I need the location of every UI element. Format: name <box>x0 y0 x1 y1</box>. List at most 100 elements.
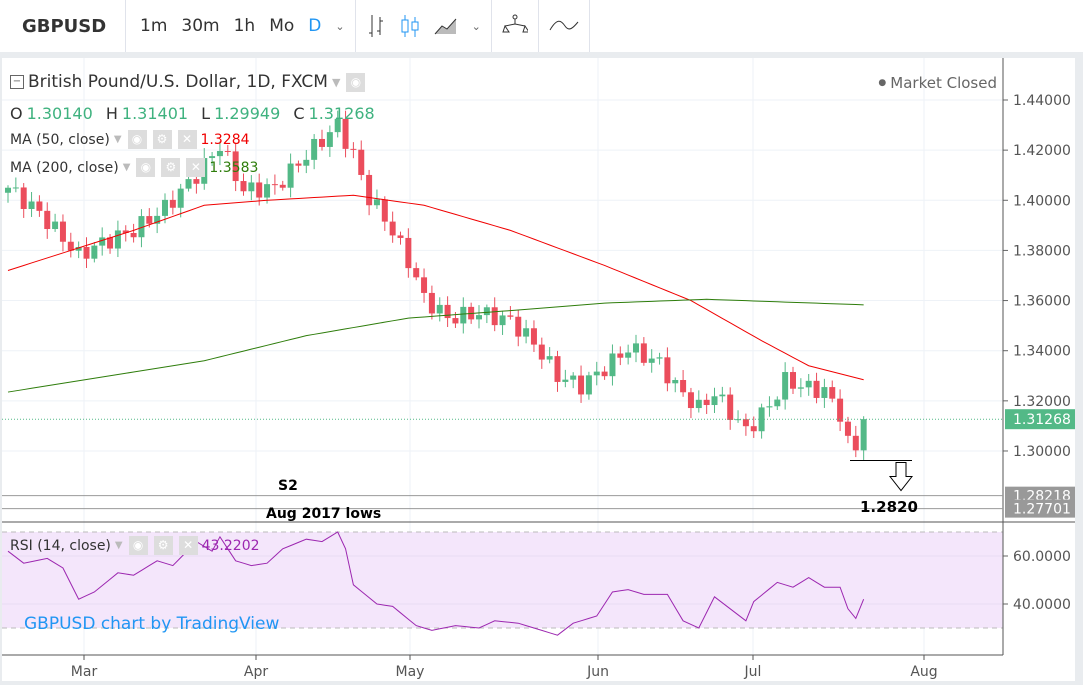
candle-down <box>256 182 263 198</box>
candle-up <box>860 419 867 451</box>
s2-label: S2 <box>278 478 298 494</box>
candle-down <box>428 292 435 314</box>
candle-up <box>326 132 333 147</box>
candle-down <box>578 375 585 395</box>
price-tick-label: 1.36000 <box>1013 294 1071 310</box>
chevron-down-icon[interactable]: ⌄ <box>335 19 345 33</box>
candle-up <box>821 387 828 398</box>
eye-icon[interactable]: ◉ <box>128 536 148 555</box>
interval-30m[interactable]: 30m <box>181 16 220 36</box>
candle-down <box>405 237 412 269</box>
time-tick-label: Aug <box>910 664 937 680</box>
symbol-button[interactable]: GBPUSD <box>22 15 107 37</box>
interval-month[interactable]: Mo <box>269 16 295 36</box>
chevron-down-icon[interactable]: ⌄ <box>471 19 481 33</box>
candle-down <box>319 138 325 147</box>
candle-up <box>162 199 168 216</box>
candle-up <box>562 379 569 382</box>
candle-up <box>797 387 804 389</box>
interval-1h[interactable]: 1h <box>233 16 256 36</box>
candle-down <box>530 328 537 345</box>
gear-icon[interactable]: ⚙ <box>152 130 172 149</box>
candle-up <box>248 182 255 192</box>
low-value: 1.29949 <box>214 104 281 123</box>
candle-up <box>523 328 530 337</box>
candle-up <box>28 201 35 209</box>
candle-down <box>444 304 451 319</box>
compare-section <box>539 0 590 52</box>
candle-up <box>138 216 145 238</box>
candle-up <box>436 304 443 314</box>
close-icon[interactable]: ✕ <box>186 158 206 177</box>
area-chart-icon[interactable] <box>434 16 458 36</box>
chevron-down-icon[interactable]: ▼ <box>113 134 122 145</box>
candle-up <box>633 343 639 353</box>
candle-down <box>687 392 694 409</box>
candle-down <box>358 149 365 175</box>
price-tick-label: 1.40000 <box>1013 193 1071 209</box>
chart-area[interactable]: 1.44000 1.42000 1.40000 1.38000 1.36000 1.340… <box>2 58 1077 681</box>
candle-down <box>421 277 428 293</box>
candle-up <box>656 357 663 359</box>
close-icon[interactable]: ✕ <box>177 130 197 149</box>
gear-icon[interactable]: ⚙ <box>161 158 181 177</box>
collapse-icon[interactable]: − <box>10 75 24 89</box>
open-label: O <box>10 104 23 123</box>
time-tick-label: Jun <box>586 664 609 680</box>
interval-day[interactable]: D <box>308 16 322 36</box>
rsi-tick-label: 60.0000 <box>1013 549 1071 565</box>
indicators-section <box>492 0 539 52</box>
series-legend: − British Pound/U.S. Dollar, 1D, FXCM ▼ … <box>10 72 366 92</box>
candle-down <box>366 174 373 206</box>
candle-down <box>837 398 844 422</box>
candle-up <box>648 358 655 363</box>
top-toolbar: GBPUSD 1m 30m 1h Mo D ⌄ ⌄ <box>0 0 1083 52</box>
candle-up <box>593 371 600 376</box>
ma200-legend: MA (200, close) ▼ ◉ ⚙ ✕ 1.3583 <box>10 158 258 177</box>
candle-up <box>114 230 121 249</box>
candle-down <box>640 343 647 363</box>
market-status: ● Market Closed <box>878 74 997 92</box>
close-icon[interactable]: ✕ <box>178 536 198 555</box>
candle-up <box>672 380 679 384</box>
interval-1m[interactable]: 1m <box>140 16 168 36</box>
candle-up <box>625 352 632 358</box>
chevron-down-icon[interactable]: ▼ <box>122 162 131 173</box>
eye-icon[interactable]: ◉ <box>136 158 156 177</box>
high-value: 1.31401 <box>121 104 189 123</box>
candle-down <box>703 399 710 406</box>
last-price-label: 1.31268 <box>1013 412 1071 428</box>
chevron-down-icon[interactable]: ▼ <box>331 75 341 89</box>
candle-up <box>483 307 490 316</box>
eye-icon[interactable]: ◉ <box>127 130 147 149</box>
candles-icon[interactable] <box>400 13 420 39</box>
eye-icon[interactable]: ◉ <box>346 72 366 92</box>
target-label: 1.2820 <box>860 498 918 516</box>
candle-down <box>67 241 74 251</box>
ohlc-legend: O 1.30140 H 1.31401 L 1.29949 C 1.31268 <box>10 104 375 123</box>
candle-down <box>83 247 90 259</box>
ma50-label: MA (50, close) <box>10 131 110 148</box>
candle-down <box>342 118 349 149</box>
candle-up <box>311 138 318 160</box>
candle-down <box>813 380 820 398</box>
candle-down <box>130 232 137 238</box>
compare-icon[interactable] <box>549 18 579 34</box>
candle-down <box>507 315 514 317</box>
candle-up <box>91 245 98 259</box>
candle-up <box>75 247 82 251</box>
candle-up <box>609 353 616 377</box>
candle-up <box>766 406 773 408</box>
time-tick-label: May <box>396 664 425 680</box>
chevron-down-icon[interactable]: ▼ <box>114 540 123 551</box>
candle-down <box>350 148 357 150</box>
candle-up <box>499 315 506 326</box>
candle-down <box>790 372 796 389</box>
indicators-icon[interactable] <box>502 14 528 38</box>
chart-canvas[interactable]: 1.44000 1.42000 1.40000 1.38000 1.36000 1.340… <box>2 58 1077 681</box>
market-status-text: Market Closed <box>890 74 997 92</box>
bars-icon[interactable] <box>366 13 386 39</box>
ma200-line <box>7 298 864 393</box>
candle-down <box>515 316 522 337</box>
gear-icon[interactable]: ⚙ <box>153 536 173 555</box>
